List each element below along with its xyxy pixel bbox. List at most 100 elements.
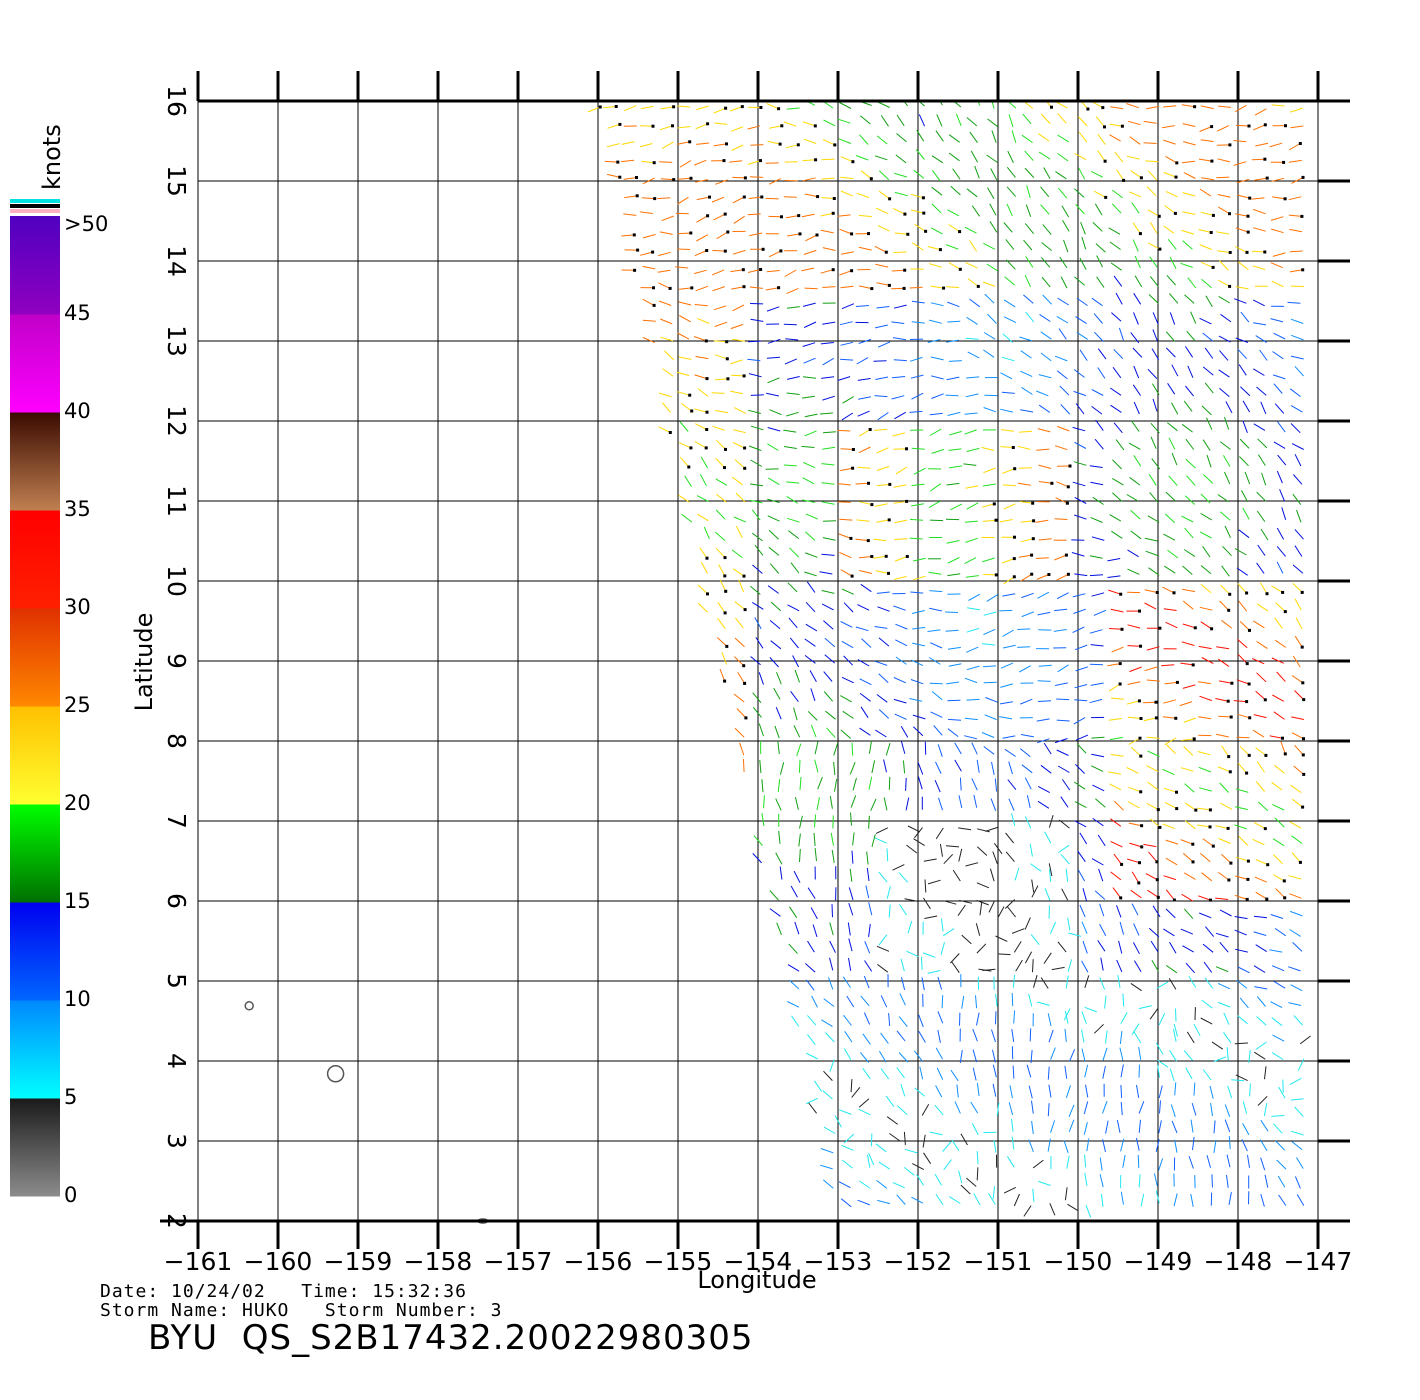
wind-vector (1032, 959, 1034, 973)
rain-flag-marker (1227, 878, 1231, 882)
wind-vector (1248, 1049, 1251, 1063)
rain-flag-marker (1154, 700, 1158, 704)
rain-flag-marker (725, 357, 729, 361)
wind-vector (822, 138, 836, 146)
wind-vector (767, 338, 781, 344)
wind-vector (1297, 1058, 1305, 1072)
wind-vector (914, 827, 923, 839)
rain-flag-marker (1301, 805, 1305, 809)
wind-vector (1209, 1085, 1214, 1099)
wind-vector (1201, 872, 1213, 882)
wind-vector (822, 395, 835, 401)
wind-vector (921, 956, 923, 970)
wind-vector (1165, 621, 1178, 629)
wind-vector (1109, 783, 1122, 791)
wind-vector (1032, 1159, 1044, 1169)
wind-vector (820, 212, 834, 217)
wind-vector (1006, 1156, 1015, 1168)
wind-vector (729, 106, 743, 112)
wind-vector (857, 410, 870, 417)
wind-vector (1158, 1085, 1163, 1099)
wind-vector (1218, 206, 1230, 215)
wind-vector (924, 915, 938, 919)
wind-vector (1290, 355, 1304, 360)
wind-vector (1219, 387, 1230, 397)
wind-vector (945, 611, 959, 613)
rain-flag-marker (705, 556, 709, 560)
wind-vector (1280, 741, 1286, 755)
wind-vector (1073, 369, 1085, 378)
rain-flag-marker (1120, 627, 1124, 631)
wind-vector (641, 197, 655, 200)
wind-vector (804, 287, 818, 290)
wind-vector (927, 879, 941, 885)
wind-vector (976, 1082, 980, 1096)
wind-vector (851, 850, 854, 864)
wind-vector (1234, 298, 1247, 304)
wind-vector (1224, 471, 1231, 485)
wind-vector (905, 797, 910, 811)
wind-vector (765, 197, 779, 200)
rain-flag-marker (1245, 662, 1249, 666)
wind-vector (1042, 294, 1053, 305)
wind-vector (1235, 213, 1249, 217)
wind-vector (907, 825, 920, 833)
rain-flag-marker (1265, 592, 1269, 596)
wind-vector (923, 858, 937, 862)
rain-flag-marker (922, 211, 926, 215)
wind-vector (878, 637, 890, 647)
rain-flag-marker (1265, 897, 1269, 901)
wind-vector (1221, 565, 1230, 577)
rain-flag-marker (689, 446, 693, 450)
wind-vector (1000, 429, 1014, 432)
wind-vector (916, 129, 925, 142)
wind-vector (678, 356, 692, 360)
wind-vector (750, 483, 764, 487)
wind-vector (794, 669, 800, 683)
wind-vector (1274, 617, 1283, 629)
rain-flag-marker (1300, 645, 1304, 649)
wind-vector (1119, 1047, 1124, 1061)
wind-vector (859, 570, 873, 574)
wind-vector (1236, 736, 1250, 739)
wind-vector (1272, 351, 1284, 360)
wind-vector (822, 286, 836, 288)
wind-vector (768, 178, 782, 185)
rain-flag-marker (1301, 175, 1305, 179)
wind-vector (1150, 422, 1160, 434)
wind-vector (992, 1064, 997, 1078)
rain-flag-marker (1050, 105, 1053, 109)
wind-vector (1094, 203, 1103, 216)
wind-vector (1112, 459, 1122, 470)
wind-vector (1131, 420, 1140, 432)
wind-vector (1031, 1100, 1034, 1114)
wind-vector (841, 1144, 854, 1151)
wind-vector (1237, 348, 1248, 360)
wind-vector (787, 1001, 800, 1008)
wind-vector (1234, 916, 1248, 920)
wind-vector (1148, 851, 1158, 863)
wind-vector (1183, 400, 1193, 412)
wind-vector (1091, 736, 1105, 739)
wind-vector (877, 101, 890, 108)
wind-vector (749, 286, 763, 289)
wind-vector (1119, 1031, 1123, 1045)
wind-vector (821, 158, 835, 161)
wind-vector (1171, 402, 1179, 415)
rain-flag-marker (1302, 698, 1306, 702)
wind-vector (889, 1133, 901, 1142)
lat-tick-label: 14 (162, 245, 191, 277)
wind-vector (1040, 113, 1051, 124)
wind-vector (1114, 151, 1124, 163)
rain-flag-marker (1245, 897, 1249, 901)
rain-flag-marker (1211, 265, 1215, 269)
wind-vector (848, 902, 854, 916)
wind-vector (911, 610, 925, 614)
wind-vector (1188, 1156, 1194, 1169)
wind-vector (1173, 1023, 1178, 1037)
wind-vector (1253, 322, 1267, 326)
wind-vector (822, 446, 836, 450)
wind-vector (1126, 103, 1139, 109)
wind-vector (1084, 1154, 1087, 1168)
wind-vector (1199, 606, 1213, 611)
